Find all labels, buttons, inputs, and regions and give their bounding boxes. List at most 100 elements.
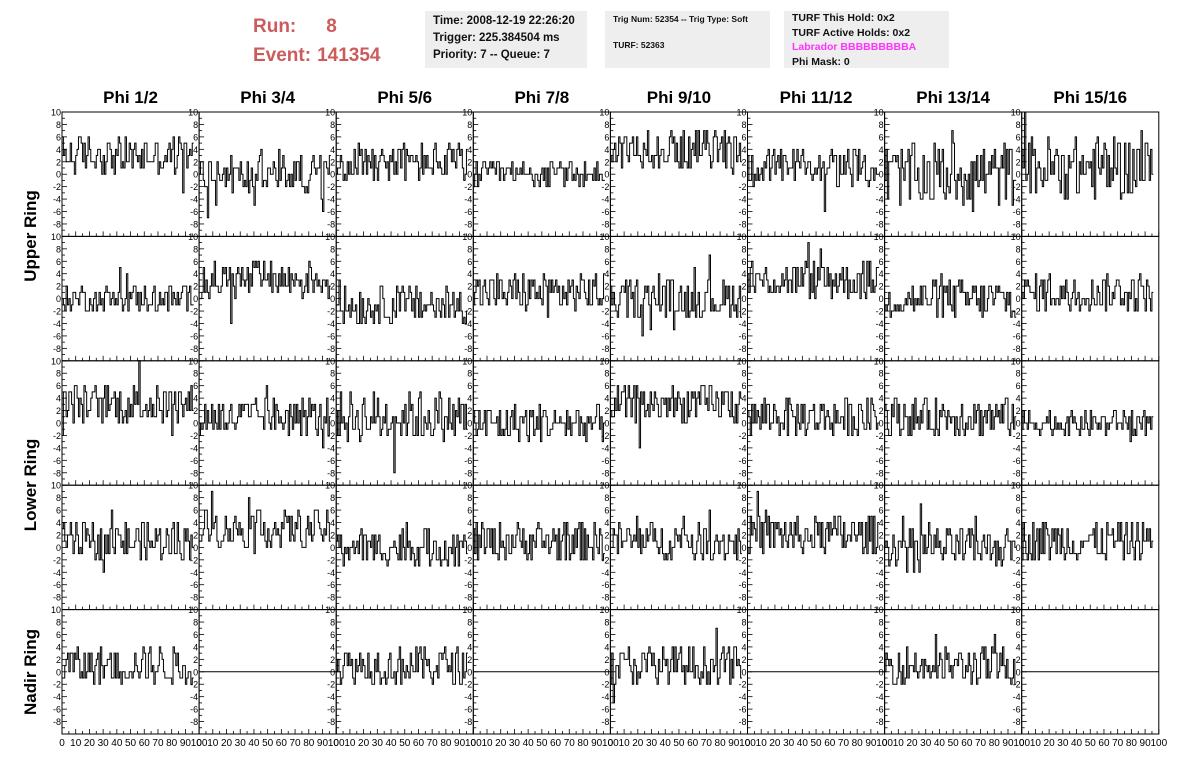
- x-tick-label: 90: [454, 738, 466, 749]
- y-tick-label: -8: [876, 593, 884, 603]
- y-tick-label: 6: [193, 506, 198, 516]
- x-tick-label: 20: [632, 738, 644, 749]
- y-tick-label: 8: [330, 618, 335, 628]
- y-tick-label: -6: [190, 456, 198, 466]
- panel-r1-c8: -8 -6 -4 -2 0 2 4 6 8 10: [1011, 108, 1160, 237]
- y-tick-label: 2: [879, 530, 884, 540]
- waveform-trace: [884, 273, 1017, 318]
- y-tick-label: -4: [601, 319, 609, 329]
- waveform-trace: [610, 130, 743, 175]
- waveform-trace: [1021, 410, 1154, 443]
- y-tick-label: 2: [604, 406, 609, 416]
- y-tick-label: -2: [190, 182, 198, 192]
- y-tick-label: 4: [604, 269, 609, 279]
- x-tick-label: 100: [1150, 738, 1167, 749]
- y-tick-label: -8: [601, 344, 609, 354]
- waveform-trace: [884, 130, 1017, 213]
- y-tick-label: -6: [601, 580, 609, 590]
- y-tick-label: 4: [193, 518, 198, 528]
- y-tick-label: -8: [601, 717, 609, 727]
- y-tick-label: 0: [604, 667, 609, 677]
- y-tick-label: 4: [741, 269, 746, 279]
- waveform-trace: [610, 385, 743, 449]
- y-tick-label: -8: [190, 593, 198, 603]
- y-tick-label: 6: [741, 257, 746, 267]
- y-tick-label: -4: [53, 195, 61, 205]
- y-tick-label: 10: [874, 108, 884, 118]
- y-tick-label: 0: [467, 667, 472, 677]
- y-tick-label: 6: [741, 132, 746, 142]
- x-tick-label: 30: [1057, 738, 1069, 749]
- y-tick-label: 0: [56, 543, 61, 553]
- y-tick-label: -2: [464, 307, 472, 317]
- x-tick-label: 90: [1002, 738, 1014, 749]
- x-tick-label: 90: [1140, 738, 1152, 749]
- x-tick-label: 0: [471, 738, 477, 749]
- y-tick-label: 10: [188, 605, 198, 615]
- y-tick-label: 6: [193, 132, 198, 142]
- y-tick-label: 2: [741, 282, 746, 292]
- x-tick-label: 40: [248, 738, 260, 749]
- turf-active-holds-text: TURF Active Holds: 0x2: [792, 26, 911, 39]
- y-tick-label: -8: [190, 717, 198, 727]
- x-tick-label: 80: [303, 738, 315, 749]
- y-tick-label: -8: [327, 344, 335, 354]
- x-tick-label: 60: [276, 738, 288, 749]
- y-tick-label: 0: [604, 170, 609, 180]
- x-tick-label: 70: [975, 738, 987, 749]
- phi-label-6: Phi 11/12: [779, 88, 853, 107]
- y-tick-label: 4: [56, 145, 61, 155]
- y-tick-label: 4: [330, 518, 335, 528]
- y-tick-label: -4: [876, 443, 884, 453]
- y-tick-label: -8: [1013, 344, 1021, 354]
- y-tick-label: 4: [330, 145, 335, 155]
- x-tick-label: 0: [882, 738, 888, 749]
- x-tick-label: 100: [191, 738, 208, 749]
- y-tick-label: -4: [1013, 692, 1021, 702]
- x-tick-label: 20: [84, 738, 96, 749]
- panel-r2-c8: -8 -6 -4 -2 0 2 4 6 8 10: [1011, 232, 1160, 362]
- y-tick-label: 0: [330, 543, 335, 553]
- y-tick-label: -4: [190, 195, 198, 205]
- y-tick-label: 2: [1016, 282, 1021, 292]
- y-tick-label: -2: [190, 680, 198, 690]
- x-tick-label: 40: [1071, 738, 1083, 749]
- phi-label-2: Phi 3/4: [240, 88, 296, 107]
- x-tick-label: 10: [207, 738, 219, 749]
- waveform-trace: [884, 633, 1017, 685]
- y-tick-label: -6: [876, 705, 884, 715]
- y-tick-label: -8: [190, 344, 198, 354]
- y-tick-label: 0: [330, 667, 335, 677]
- y-tick-label: -2: [876, 431, 884, 441]
- y-tick-label: 8: [193, 618, 198, 628]
- y-tick-label: 10: [599, 605, 609, 615]
- y-tick-label: -8: [1013, 219, 1021, 229]
- y-tick-label: -8: [190, 468, 198, 478]
- x-tick-label: 30: [509, 738, 521, 749]
- panel-r4-c8: -8 -6 -4 -2 0 2 4 6 8 10: [1011, 481, 1160, 611]
- y-tick-label: 4: [193, 394, 198, 404]
- y-tick-label: 4: [879, 642, 884, 652]
- y-tick-label: -2: [738, 307, 746, 317]
- y-tick-label: 4: [56, 642, 61, 652]
- y-tick-label: -8: [327, 717, 335, 727]
- y-tick-label: -4: [190, 568, 198, 578]
- y-tick-label: -6: [53, 456, 61, 466]
- waveform-trace: [884, 503, 1017, 573]
- x-tick-label: 30: [783, 738, 795, 749]
- y-tick-label: 8: [741, 493, 746, 503]
- y-tick-label: 8: [1016, 120, 1021, 130]
- y-tick-label: 4: [193, 269, 198, 279]
- waveform-trace: [473, 273, 605, 318]
- y-tick-label: -4: [53, 568, 61, 578]
- y-tick-label: -8: [601, 593, 609, 603]
- x-tick-label: 70: [427, 738, 439, 749]
- waveform-trace: [747, 397, 880, 436]
- y-tick-label: 8: [193, 244, 198, 254]
- y-tick-label: 6: [604, 132, 609, 142]
- y-tick-label: 2: [193, 157, 198, 167]
- x-tick-label: 60: [961, 738, 973, 749]
- y-tick-label: 10: [325, 232, 335, 242]
